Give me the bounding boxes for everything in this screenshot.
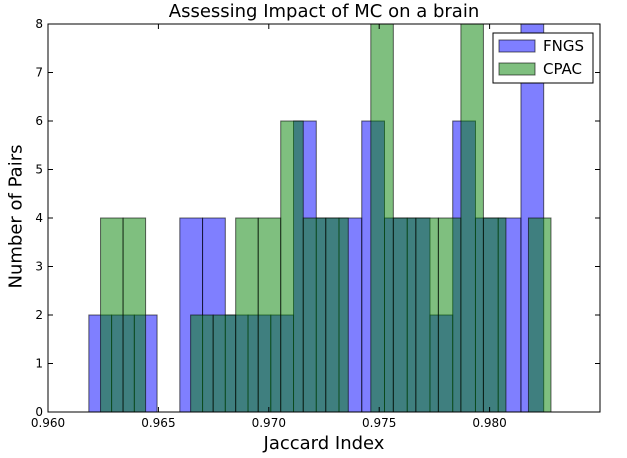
x-tick-label-3: 0.975: [362, 416, 396, 430]
y-tick-label-5: 5: [35, 163, 43, 177]
legend-label-cpac: CPAC: [543, 60, 582, 78]
x-tick-label-2: 0.970: [252, 416, 286, 430]
bar-cpac-19: [527, 217, 552, 413]
y-tick-label-0: 0: [35, 405, 43, 419]
bar-cpac-10: [325, 217, 349, 413]
x-tick-label-0: 0.960: [31, 416, 65, 430]
bar-cpac-14: [415, 217, 439, 413]
bar-cpac-4: [190, 314, 214, 413]
legend-label-fngs: FNGS: [543, 37, 584, 55]
bar-cpac-16: [460, 23, 484, 413]
x-tick-label-4: 0.980: [472, 416, 506, 430]
y-tick-label-7: 7: [35, 66, 43, 80]
y-tick-label-4: 4: [35, 211, 43, 225]
bar-cpac-8: [280, 120, 304, 413]
legend: FNGS CPAC: [492, 32, 594, 84]
bar-cpac-17: [482, 217, 507, 413]
bar-cpac-15: [437, 217, 462, 413]
bar-cpac-6: [235, 217, 259, 413]
x-tick-label-1: 0.965: [141, 416, 175, 430]
bar-cpac-0: [100, 217, 124, 413]
legend-swatch-fngs: [498, 39, 536, 53]
legend-swatch-cpac: [498, 62, 536, 76]
y-tick-label-3: 3: [35, 260, 43, 274]
y-tick-label-8: 8: [35, 17, 43, 31]
x-axis-label: Jaccard Index: [263, 433, 385, 454]
bar-cpac-12: [370, 23, 394, 413]
y-tick-label-1: 1: [35, 357, 43, 371]
chart-title: Assessing Impact of MC on a brain: [168, 1, 480, 22]
y-axis-label: Number of Pairs: [5, 144, 27, 289]
bar-cpac-9: [302, 217, 327, 413]
bar-cpac-7: [257, 217, 282, 413]
bar-cpac-1: [122, 217, 147, 413]
bar-cpac-13: [392, 217, 417, 413]
y-tick-label-6: 6: [35, 114, 43, 128]
y-tick-label-2: 2: [35, 308, 43, 322]
bars-layer: [88, 23, 552, 413]
bar-cpac-5: [212, 314, 237, 413]
axes-layer: 0.960 0.965 0.970 0.975 0.980 0 1 2 3 4 5 6 7 8: [31, 17, 601, 430]
